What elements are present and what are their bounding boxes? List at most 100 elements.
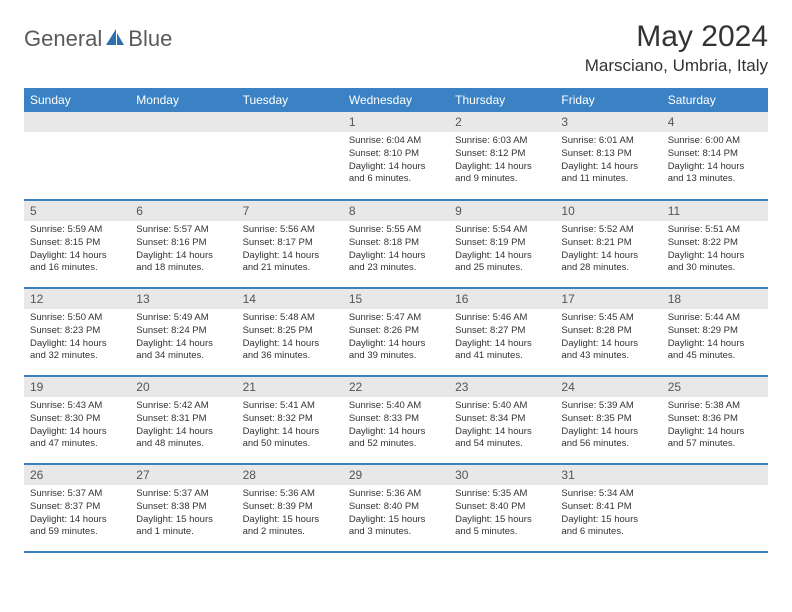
- daylight-text: Daylight: 14 hours and 28 minutes.: [561, 250, 655, 276]
- calendar-cell: [662, 464, 768, 552]
- calendar-cell: 12Sunrise: 5:50 AMSunset: 8:23 PMDayligh…: [24, 288, 130, 376]
- logo-text-left: General: [24, 26, 102, 52]
- daylight-text: Daylight: 14 hours and 25 minutes.: [455, 250, 549, 276]
- sunset-text: Sunset: 8:29 PM: [668, 325, 762, 338]
- daylight-text: Daylight: 14 hours and 43 minutes.: [561, 338, 655, 364]
- cell-body: Sunrise: 5:48 AMSunset: 8:25 PMDaylight:…: [237, 309, 343, 369]
- daylight-text: Daylight: 14 hours and 13 minutes.: [668, 161, 762, 187]
- calendar-cell: 13Sunrise: 5:49 AMSunset: 8:24 PMDayligh…: [130, 288, 236, 376]
- day-header: Wednesday: [343, 88, 449, 112]
- calendar-cell: 30Sunrise: 5:35 AMSunset: 8:40 PMDayligh…: [449, 464, 555, 552]
- date-number: 15: [343, 289, 449, 309]
- date-number: 30: [449, 465, 555, 485]
- sunset-text: Sunset: 8:41 PM: [561, 501, 655, 514]
- date-number: 19: [24, 377, 130, 397]
- cell-body: Sunrise: 5:46 AMSunset: 8:27 PMDaylight:…: [449, 309, 555, 369]
- sunset-text: Sunset: 8:32 PM: [243, 413, 337, 426]
- sunset-text: Sunset: 8:38 PM: [136, 501, 230, 514]
- calendar-body: 1Sunrise: 6:04 AMSunset: 8:10 PMDaylight…: [24, 112, 768, 552]
- date-number: 6: [130, 201, 236, 221]
- daylight-text: Daylight: 14 hours and 41 minutes.: [455, 338, 549, 364]
- calendar-row: 19Sunrise: 5:43 AMSunset: 8:30 PMDayligh…: [24, 376, 768, 464]
- sunrise-text: Sunrise: 5:37 AM: [136, 488, 230, 501]
- daylight-text: Daylight: 14 hours and 47 minutes.: [30, 426, 124, 452]
- sunset-text: Sunset: 8:22 PM: [668, 237, 762, 250]
- daylight-text: Daylight: 14 hours and 52 minutes.: [349, 426, 443, 452]
- sunset-text: Sunset: 8:26 PM: [349, 325, 443, 338]
- sunset-text: Sunset: 8:19 PM: [455, 237, 549, 250]
- date-number: 24: [555, 377, 661, 397]
- sunrise-text: Sunrise: 5:40 AM: [455, 400, 549, 413]
- daylight-text: Daylight: 14 hours and 23 minutes.: [349, 250, 443, 276]
- calendar-cell: 5Sunrise: 5:59 AMSunset: 8:15 PMDaylight…: [24, 200, 130, 288]
- cell-body: Sunrise: 5:35 AMSunset: 8:40 PMDaylight:…: [449, 485, 555, 545]
- calendar-cell: 31Sunrise: 5:34 AMSunset: 8:41 PMDayligh…: [555, 464, 661, 552]
- sunrise-text: Sunrise: 5:55 AM: [349, 224, 443, 237]
- date-number: 23: [449, 377, 555, 397]
- daylight-text: Daylight: 14 hours and 48 minutes.: [136, 426, 230, 452]
- calendar-cell: 11Sunrise: 5:51 AMSunset: 8:22 PMDayligh…: [662, 200, 768, 288]
- calendar-cell: 17Sunrise: 5:45 AMSunset: 8:28 PMDayligh…: [555, 288, 661, 376]
- calendar-table: SundayMondayTuesdayWednesdayThursdayFrid…: [24, 88, 768, 553]
- sunrise-text: Sunrise: 5:38 AM: [668, 400, 762, 413]
- cell-body: Sunrise: 5:37 AMSunset: 8:37 PMDaylight:…: [24, 485, 130, 545]
- daylight-text: Daylight: 14 hours and 56 minutes.: [561, 426, 655, 452]
- date-number: 8: [343, 201, 449, 221]
- date-number: 1: [343, 112, 449, 132]
- date-number-empty: [662, 465, 768, 485]
- cell-body: Sunrise: 5:57 AMSunset: 8:16 PMDaylight:…: [130, 221, 236, 281]
- calendar-cell: 3Sunrise: 6:01 AMSunset: 8:13 PMDaylight…: [555, 112, 661, 200]
- calendar-cell: [237, 112, 343, 200]
- sunrise-text: Sunrise: 5:42 AM: [136, 400, 230, 413]
- calendar-cell: 18Sunrise: 5:44 AMSunset: 8:29 PMDayligh…: [662, 288, 768, 376]
- page-title: May 2024: [585, 20, 768, 54]
- calendar-cell: [130, 112, 236, 200]
- sunset-text: Sunset: 8:25 PM: [243, 325, 337, 338]
- calendar-cell: 7Sunrise: 5:56 AMSunset: 8:17 PMDaylight…: [237, 200, 343, 288]
- sunrise-text: Sunrise: 5:39 AM: [561, 400, 655, 413]
- day-header-row: SundayMondayTuesdayWednesdayThursdayFrid…: [24, 88, 768, 112]
- sunrise-text: Sunrise: 6:03 AM: [455, 135, 549, 148]
- cell-body: Sunrise: 5:47 AMSunset: 8:26 PMDaylight:…: [343, 309, 449, 369]
- date-number: 20: [130, 377, 236, 397]
- date-number: 18: [662, 289, 768, 309]
- sunset-text: Sunset: 8:23 PM: [30, 325, 124, 338]
- sunset-text: Sunset: 8:40 PM: [349, 501, 443, 514]
- calendar-cell: 10Sunrise: 5:52 AMSunset: 8:21 PMDayligh…: [555, 200, 661, 288]
- cell-body: Sunrise: 5:56 AMSunset: 8:17 PMDaylight:…: [237, 221, 343, 281]
- calendar-cell: 22Sunrise: 5:40 AMSunset: 8:33 PMDayligh…: [343, 376, 449, 464]
- sunrise-text: Sunrise: 5:45 AM: [561, 312, 655, 325]
- daylight-text: Daylight: 15 hours and 3 minutes.: [349, 514, 443, 540]
- sunrise-text: Sunrise: 5:36 AM: [349, 488, 443, 501]
- sunrise-text: Sunrise: 5:56 AM: [243, 224, 337, 237]
- sunrise-text: Sunrise: 5:36 AM: [243, 488, 337, 501]
- sunrise-text: Sunrise: 5:41 AM: [243, 400, 337, 413]
- title-block: May 2024 Marsciano, Umbria, Italy: [585, 20, 768, 76]
- sunrise-text: Sunrise: 5:54 AM: [455, 224, 549, 237]
- date-number-empty: [24, 112, 130, 132]
- sunrise-text: Sunrise: 5:52 AM: [561, 224, 655, 237]
- calendar-cell: 19Sunrise: 5:43 AMSunset: 8:30 PMDayligh…: [24, 376, 130, 464]
- location-text: Marsciano, Umbria, Italy: [585, 56, 768, 76]
- calendar-row: 1Sunrise: 6:04 AMSunset: 8:10 PMDaylight…: [24, 112, 768, 200]
- date-number: 17: [555, 289, 661, 309]
- date-number: 11: [662, 201, 768, 221]
- calendar-cell: 14Sunrise: 5:48 AMSunset: 8:25 PMDayligh…: [237, 288, 343, 376]
- day-header: Thursday: [449, 88, 555, 112]
- sunset-text: Sunset: 8:34 PM: [455, 413, 549, 426]
- date-number: 29: [343, 465, 449, 485]
- date-number: 25: [662, 377, 768, 397]
- logo-text-right: Blue: [128, 26, 172, 52]
- cell-body: Sunrise: 5:36 AMSunset: 8:39 PMDaylight:…: [237, 485, 343, 545]
- daylight-text: Daylight: 15 hours and 1 minute.: [136, 514, 230, 540]
- header: General Blue May 2024 Marsciano, Umbria,…: [24, 20, 768, 76]
- calendar-cell: 26Sunrise: 5:37 AMSunset: 8:37 PMDayligh…: [24, 464, 130, 552]
- daylight-text: Daylight: 14 hours and 50 minutes.: [243, 426, 337, 452]
- date-number-empty: [237, 112, 343, 132]
- daylight-text: Daylight: 15 hours and 6 minutes.: [561, 514, 655, 540]
- sunrise-text: Sunrise: 5:34 AM: [561, 488, 655, 501]
- calendar-cell: 16Sunrise: 5:46 AMSunset: 8:27 PMDayligh…: [449, 288, 555, 376]
- daylight-text: Daylight: 14 hours and 16 minutes.: [30, 250, 124, 276]
- sunset-text: Sunset: 8:30 PM: [30, 413, 124, 426]
- date-number: 4: [662, 112, 768, 132]
